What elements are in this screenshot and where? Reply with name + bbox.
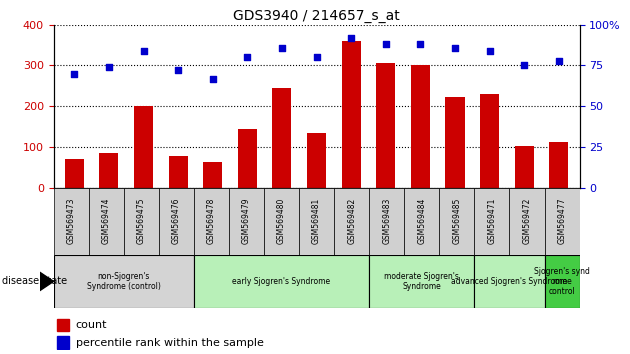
Bar [57,319,69,331]
Text: disease state: disease state [2,276,67,286]
Bar [272,88,292,188]
Bar [57,336,69,349]
Text: GSM569476: GSM569476 [172,198,181,245]
Text: percentile rank within the sample: percentile rank within the sample [76,338,263,348]
Point [554,58,564,63]
Bar [307,133,326,188]
Point [69,71,79,76]
Text: non-Sjogren's
Syndrome (control): non-Sjogren's Syndrome (control) [87,272,161,291]
Text: GSM569475: GSM569475 [137,198,146,245]
Text: GSM569482: GSM569482 [347,198,356,244]
Bar [169,156,188,188]
Bar [100,153,118,188]
Bar [544,188,580,255]
Bar [89,188,123,255]
Text: GSM569479: GSM569479 [242,198,251,245]
Text: GSM569474: GSM569474 [101,198,111,245]
Bar [134,106,153,188]
Text: GSM569485: GSM569485 [452,198,461,245]
Text: GSM569472: GSM569472 [522,198,532,245]
Text: GDS3940 / 214657_s_at: GDS3940 / 214657_s_at [233,9,400,23]
Point [312,55,322,60]
Bar [510,188,544,255]
Bar [264,188,299,255]
Point [173,68,183,73]
Text: GSM569473: GSM569473 [67,198,76,245]
Bar [203,162,222,188]
Bar [404,188,439,255]
Text: count: count [76,320,107,330]
Point [208,76,218,81]
Bar [65,159,84,188]
Bar [238,130,257,188]
Text: GSM569483: GSM569483 [382,198,391,245]
Bar [54,188,89,255]
Bar [159,188,194,255]
Text: GSM569481: GSM569481 [312,198,321,244]
Text: GSM569477: GSM569477 [558,198,566,245]
Bar [123,188,159,255]
Text: GSM569471: GSM569471 [488,198,496,245]
Text: early Sjogren's Syndrome: early Sjogren's Syndrome [232,277,331,286]
Bar [439,188,474,255]
Bar [369,255,474,308]
Bar [544,255,580,308]
Point [519,63,529,68]
Bar [341,41,361,188]
Bar [299,188,334,255]
Bar [376,63,395,188]
Text: Sjogren's synd
rome
control: Sjogren's synd rome control [534,267,590,296]
Bar [474,255,544,308]
Bar [474,188,510,255]
Point [381,41,391,47]
Point [277,45,287,50]
Bar [549,142,568,188]
Point [415,41,425,47]
Text: advanced Sjogren's Syndrome: advanced Sjogren's Syndrome [452,277,568,286]
Bar [334,188,369,255]
Text: moderate Sjogren's
Syndrome: moderate Sjogren's Syndrome [384,272,459,291]
Bar [445,97,464,188]
Point [346,35,356,41]
Point [243,55,253,60]
Polygon shape [40,272,54,291]
Point [484,48,495,54]
Bar [480,94,499,188]
Bar [229,188,264,255]
Bar [54,255,194,308]
Bar [411,65,430,188]
Point [139,48,149,54]
Point [104,64,114,70]
Bar [194,188,229,255]
Bar [194,255,369,308]
Text: GSM569478: GSM569478 [207,198,216,245]
Text: GSM569480: GSM569480 [277,198,286,245]
Bar [515,146,534,188]
Point [450,45,460,50]
Text: GSM569484: GSM569484 [417,198,427,245]
Bar [369,188,404,255]
